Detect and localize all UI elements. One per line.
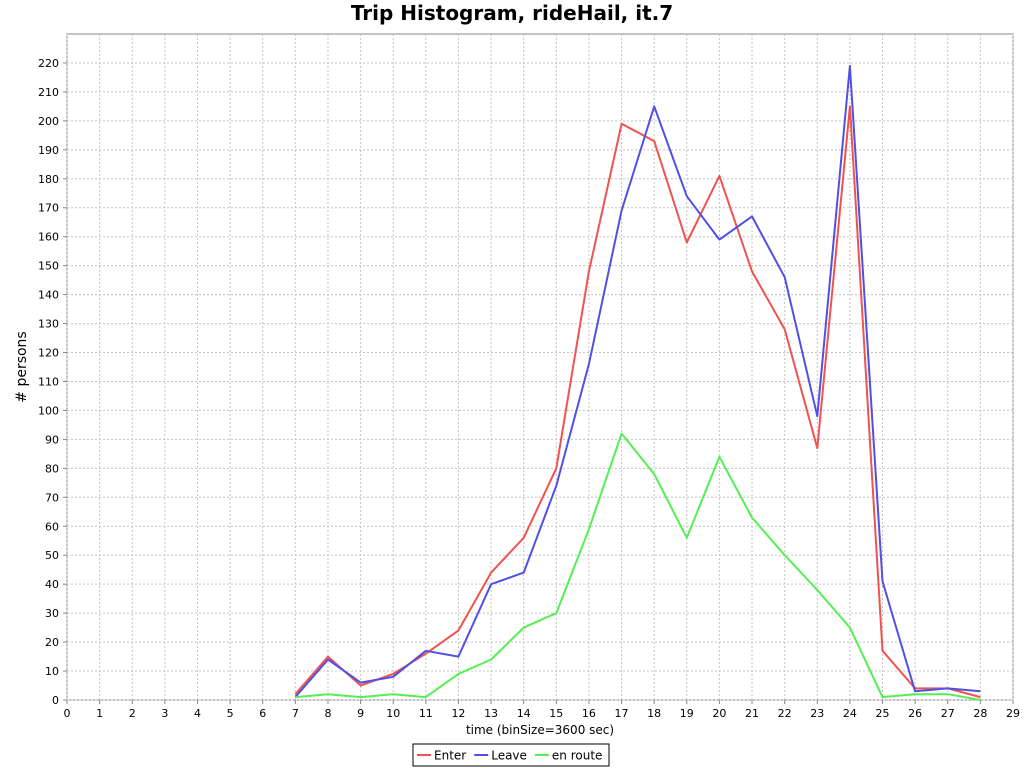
- y-tick-label: 100: [38, 404, 59, 417]
- y-tick-label: 110: [38, 375, 59, 388]
- x-tick-label: 3: [161, 707, 168, 720]
- x-tick-label: 8: [324, 707, 331, 720]
- x-tick-label: 19: [680, 707, 694, 720]
- y-tick-label: 0: [52, 694, 59, 707]
- y-tick-label: 30: [45, 607, 59, 620]
- y-tick-label: 210: [38, 86, 59, 99]
- x-tick-label: 28: [973, 707, 987, 720]
- series-layer: [294, 64, 981, 701]
- x-tick-label: 1: [96, 707, 103, 720]
- x-tick-label: 2: [129, 707, 136, 720]
- x-tick-label: 7: [292, 707, 299, 720]
- x-tick-label: 12: [451, 707, 465, 720]
- x-tick-label: 9: [357, 707, 364, 720]
- series-line-en-route: [295, 432, 981, 701]
- x-tick-label: 15: [549, 707, 563, 720]
- legend-box: [412, 743, 610, 767]
- legend-label-en-route: en route: [552, 749, 603, 763]
- x-tick-label: 18: [647, 707, 661, 720]
- x-tick-label: 16: [582, 707, 596, 720]
- series-line-leave: [294, 64, 981, 698]
- axes: 0 1 2 3 4 5 6 7 8 9 10 11 12 13 14 15 16 17 18 19 20 21 22 23 24…: [38, 57, 1020, 720]
- plot-area: [66, 33, 1014, 701]
- x-tick-label: 29: [1006, 707, 1020, 720]
- x-tick-label: 13: [484, 707, 498, 720]
- y-tick-label: 130: [38, 318, 59, 331]
- x-axis-label: time (binSize=3600 sec): [466, 723, 614, 737]
- x-tick-label: 4: [194, 707, 201, 720]
- x-tick-label: 20: [712, 707, 726, 720]
- x-tick-label: 11: [419, 707, 433, 720]
- x-tick-label: 6: [259, 707, 266, 720]
- y-tick-label: 90: [45, 433, 59, 446]
- x-tick-label: 27: [941, 707, 955, 720]
- grid: [66, 34, 1014, 701]
- x-tick-label: 14: [517, 707, 531, 720]
- y-axis-label: # persons: [14, 331, 30, 402]
- y-tick-label: 150: [38, 260, 59, 273]
- x-tick-label: 17: [615, 707, 629, 720]
- y-tick-label: 220: [38, 57, 59, 70]
- y-tick-label: 70: [45, 491, 59, 504]
- y-tick-label: 50: [45, 549, 59, 562]
- x-tick-label: 23: [810, 707, 824, 720]
- legend-label-enter: Enter: [434, 749, 466, 763]
- y-tick-label: 160: [38, 231, 59, 244]
- x-tick-label: 10: [386, 707, 400, 720]
- x-tick-label: 24: [843, 707, 857, 720]
- legend-label-leave: Leave: [491, 749, 527, 763]
- x-tick-label: 25: [876, 707, 890, 720]
- x-tick-label: 22: [778, 707, 792, 720]
- y-tick-label: 40: [45, 578, 59, 591]
- x-tick-label: 26: [908, 707, 922, 720]
- legend: Enter Leave en route: [412, 743, 610, 767]
- y-tick-label: 190: [38, 144, 59, 157]
- y-tick-label: 200: [38, 115, 59, 128]
- y-tick-label: 170: [38, 202, 59, 215]
- y-tick-label: 60: [45, 520, 59, 533]
- x-tick-label: 0: [64, 707, 71, 720]
- y-tick-label: 140: [38, 289, 59, 302]
- y-tick-label: 20: [45, 636, 59, 649]
- chart-title: Trip Histogram, rideHail, it.7: [351, 1, 673, 25]
- x-tick-label: 21: [745, 707, 759, 720]
- y-tick-label: 80: [45, 462, 59, 475]
- y-tick-label: 120: [38, 347, 59, 360]
- y-tick-label: 10: [45, 665, 59, 678]
- x-tick-label: 5: [227, 707, 234, 720]
- y-tick-label: 180: [38, 173, 59, 186]
